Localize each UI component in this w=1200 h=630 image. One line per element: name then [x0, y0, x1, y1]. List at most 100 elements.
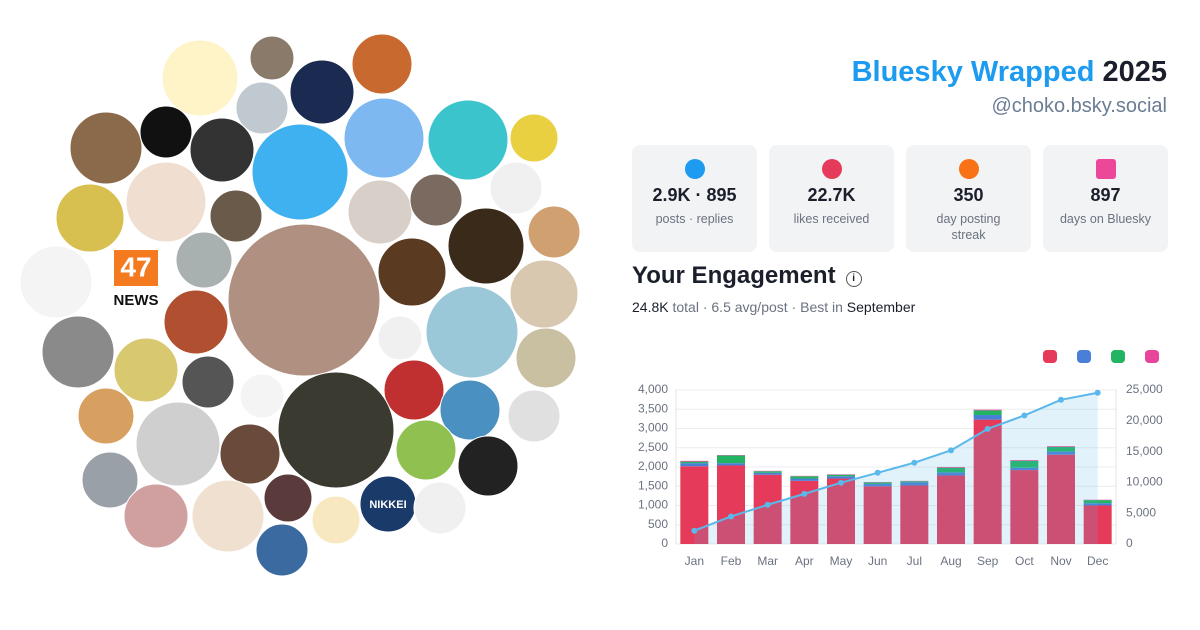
bar-segment	[790, 478, 819, 481]
stat-value: 350	[953, 185, 984, 205]
line-point	[948, 447, 954, 454]
avatar	[507, 389, 561, 443]
avatar	[425, 285, 519, 379]
bar-segment	[863, 482, 892, 484]
avatar	[427, 99, 509, 181]
avatar	[263, 473, 313, 523]
avatar	[347, 179, 413, 245]
bar-segment	[717, 465, 745, 544]
avatar	[239, 373, 285, 419]
legend-icon	[1145, 350, 1159, 363]
stat-label: day posting streak	[936, 212, 1001, 242]
avatar	[191, 479, 265, 553]
bar-segment	[717, 455, 745, 464]
y-tick-label: 2,500	[638, 440, 668, 454]
y2-tick-label: 25,000	[1126, 382, 1163, 396]
bar-segment	[1047, 454, 1075, 544]
x-tick-label: Feb	[721, 554, 742, 568]
x-tick-label: Jul	[907, 554, 922, 568]
avatar	[255, 523, 309, 577]
handle: @choko.bsky.social	[991, 95, 1167, 117]
avatar	[343, 97, 425, 179]
avatar	[377, 237, 447, 307]
x-tick-label: Dec	[1087, 554, 1108, 568]
y-tick-label: 2,000	[638, 459, 668, 473]
x-tick-label: May	[830, 554, 853, 568]
bar-segment	[863, 483, 892, 487]
bar-segment	[863, 486, 892, 544]
bar-segment	[753, 471, 782, 473]
x-tick-label: Jan	[685, 554, 704, 568]
avatar	[289, 59, 355, 125]
line-point	[728, 513, 734, 520]
line-point	[1058, 396, 1064, 403]
line-point	[911, 459, 918, 466]
y2-tick-label: 5,000	[1126, 505, 1156, 519]
total: 24.8K	[632, 299, 669, 315]
x-tick-label: Mar	[757, 554, 778, 568]
avatar	[395, 419, 457, 481]
bar-segment	[1047, 446, 1075, 447]
bar-segment	[900, 485, 929, 544]
avatar	[69, 111, 143, 185]
avatar	[163, 289, 229, 355]
bar-segment	[680, 463, 709, 467]
title-brand: Bluesky Wrapped	[851, 56, 1095, 88]
avatar	[249, 35, 295, 81]
avatar	[125, 161, 207, 243]
y-tick-label: 3,000	[638, 421, 668, 435]
x-tick-label: Apr	[795, 554, 814, 568]
line-point	[801, 490, 808, 497]
avatar	[311, 495, 361, 545]
bar-segment	[827, 478, 855, 544]
logo-number: 47	[120, 251, 151, 282]
avatar	[383, 359, 445, 421]
summary: 24.8K total · 6.5 avg/post · Best in Sep…	[632, 299, 915, 315]
line-point	[984, 425, 991, 432]
bar-segment	[680, 461, 709, 464]
y2-tick-label: 10,000	[1126, 475, 1163, 489]
stat-card: 2.9K · 895 posts · replies	[632, 145, 757, 252]
title-year: 2025	[1102, 56, 1167, 88]
stat-card: 22.7K likes received	[769, 145, 894, 252]
x-tick-label: Nov	[1050, 554, 1071, 568]
bar-segment	[973, 415, 1002, 420]
stat-value: 897	[1090, 185, 1121, 205]
bar-segment	[827, 474, 855, 477]
avatar	[439, 379, 501, 441]
bar-segment	[937, 475, 965, 544]
title: Bluesky Wrapped 2025	[852, 56, 1167, 89]
avatar	[113, 337, 179, 403]
y2-tick-label: 20,000	[1126, 413, 1163, 427]
avatar	[409, 173, 463, 227]
avatar	[227, 223, 381, 377]
avatar	[509, 259, 579, 329]
best-month: September	[846, 299, 916, 315]
avatar	[447, 207, 525, 285]
avatar	[351, 33, 413, 95]
bar-segment	[1010, 467, 1039, 471]
x-tick-label: Sep	[977, 554, 999, 568]
bar-segment	[1083, 503, 1112, 506]
avatar	[235, 81, 289, 135]
y-tick-label: 3,500	[638, 401, 668, 415]
stat-card: 897 days on Bluesky	[1043, 145, 1168, 252]
badge-text: NIKKEI	[369, 499, 406, 511]
bar-segment	[1047, 451, 1075, 455]
bar-segment	[973, 410, 1002, 416]
avatar	[489, 161, 543, 215]
y2-tick-label: 15,000	[1126, 444, 1163, 458]
avatar	[527, 205, 581, 259]
stat-card: 350 day posting streak	[906, 145, 1031, 252]
info-icon[interactable]: i	[845, 271, 862, 287]
summary-text: total · 6.5 avg/post · Best in	[672, 299, 843, 315]
avatar	[77, 387, 135, 445]
bar-segment	[1010, 460, 1039, 468]
bar-segment	[1047, 446, 1075, 452]
bar-segment	[717, 463, 745, 466]
heading-text: Your Engagement	[632, 262, 836, 289]
stat-label: posts · replies	[655, 212, 734, 226]
bar-segment	[900, 482, 929, 486]
